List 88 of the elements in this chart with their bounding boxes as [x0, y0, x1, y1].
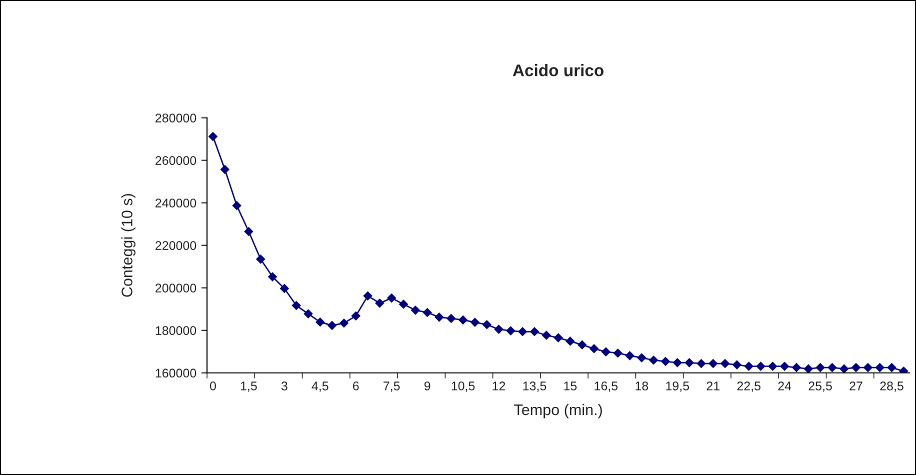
point — [590, 344, 598, 354]
x-tick-label: 16,5 — [594, 382, 618, 392]
point — [852, 363, 860, 372]
point — [220, 165, 230, 174]
point — [470, 318, 480, 327]
y-tick-label: 240000 — [156, 198, 196, 208]
point — [375, 298, 384, 308]
x-tick-label: 7,5 — [384, 382, 400, 392]
point — [601, 347, 610, 356]
x-tick-label: 28,5 — [880, 382, 904, 392]
point — [756, 362, 766, 371]
x-tick-label: 15 — [564, 382, 577, 390]
x-tick-label: 22,5 — [737, 382, 760, 392]
chart-title: Acido urico — [512, 64, 604, 76]
point — [672, 358, 682, 368]
point — [554, 333, 563, 342]
point — [720, 359, 730, 368]
point — [304, 309, 313, 318]
point — [208, 132, 218, 141]
point — [875, 363, 884, 372]
point — [387, 294, 396, 302]
x-tick-label: 27 — [850, 382, 862, 390]
point — [434, 312, 444, 322]
x-tick-label: 0 — [210, 382, 216, 390]
point — [410, 306, 420, 315]
point — [446, 314, 456, 323]
point — [328, 321, 336, 330]
point — [363, 291, 372, 300]
x-tick-label: 3 — [281, 382, 288, 390]
point — [458, 316, 468, 324]
x-tick-label: 19,5 — [666, 382, 690, 392]
point — [482, 320, 492, 330]
point — [518, 327, 528, 336]
point — [566, 336, 575, 346]
y-tick-label: 200000 — [156, 284, 196, 292]
point — [542, 330, 551, 340]
x-tick-label: 4,5 — [312, 382, 328, 392]
point — [696, 359, 706, 368]
point — [232, 201, 242, 210]
y-tick-label: 260000 — [156, 156, 196, 165]
point — [863, 363, 872, 372]
point — [804, 364, 813, 373]
x-tick-label: 25,5 — [808, 382, 832, 392]
point — [625, 351, 634, 360]
point — [780, 362, 790, 371]
point — [887, 363, 896, 372]
point — [816, 363, 825, 372]
y-axis-title: Conteggi (10 s) — [121, 194, 136, 297]
x-tick-label: 13,5 — [523, 382, 546, 392]
point — [732, 360, 742, 370]
point — [244, 227, 254, 236]
point — [828, 363, 837, 372]
x-tick-label: 10,5 — [452, 382, 475, 392]
point — [613, 348, 622, 358]
point — [268, 272, 277, 282]
x-axis-title: Tempo (min.) — [514, 404, 602, 418]
point — [768, 362, 778, 371]
x-tick-label: 1,5 — [240, 382, 257, 392]
point — [351, 311, 360, 320]
point — [256, 254, 266, 264]
x-tick-label: 9 — [424, 382, 430, 390]
point — [399, 300, 408, 309]
point — [661, 356, 670, 366]
point — [684, 358, 694, 368]
y-tick-label: 220000 — [156, 241, 196, 250]
point — [708, 359, 718, 368]
point — [840, 364, 849, 373]
x-tick-label: 6 — [353, 382, 359, 390]
point — [792, 363, 801, 372]
point — [316, 318, 325, 327]
y-tick-label: 280000 — [156, 114, 196, 122]
point — [292, 301, 301, 310]
point — [340, 318, 348, 328]
y-tick-label: 180000 — [156, 326, 196, 336]
x-tick-label: 24 — [778, 382, 792, 390]
point — [494, 324, 504, 334]
point — [280, 284, 289, 293]
point — [578, 340, 587, 350]
point — [649, 356, 658, 365]
point — [530, 327, 539, 336]
point — [506, 326, 516, 336]
point — [744, 362, 754, 371]
y-tick-label: 160000 — [156, 368, 196, 378]
x-tick-label: 18 — [636, 382, 648, 390]
x-tick-label: 12 — [492, 382, 506, 390]
point — [637, 353, 646, 362]
x-tick-label: 21 — [706, 382, 720, 390]
point — [422, 308, 432, 317]
